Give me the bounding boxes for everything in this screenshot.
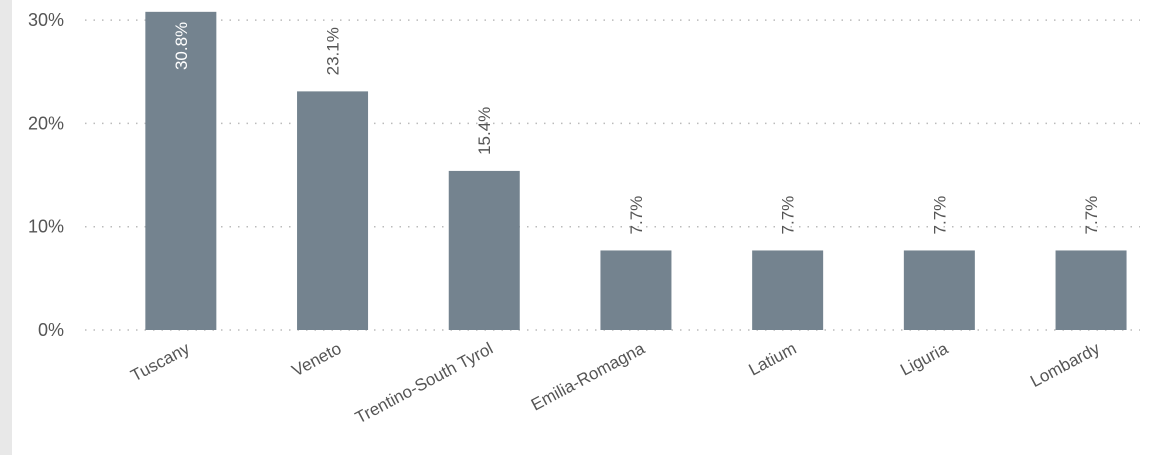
y-tick-label: 30% [28,10,64,30]
data-label: 23.1% [324,27,343,75]
bar-trentino-south-tyrol[interactable] [448,170,520,330]
data-label: 7.7% [779,196,798,235]
y-tick-label: 0% [38,320,64,340]
x-axis-category-labels: Tuscany Veneto Trentino-South Tyrol Emilia-… [128,339,1104,428]
y-tick-label: 10% [28,217,64,237]
data-label: 7.7% [1082,196,1101,235]
bar-lombardy[interactable] [1055,250,1127,330]
bar-latium[interactable] [752,250,824,330]
x-category-label: Veneto [289,339,345,381]
data-label: 30.8% [172,22,191,70]
bars-layer [145,11,1127,331]
bar-liguria[interactable] [903,250,975,330]
y-tick-label: 20% [28,113,64,133]
bar-tuscany[interactable] [145,11,217,331]
bar-emilia-romagna[interactable] [600,250,672,330]
x-category-label: Lombardy [1027,339,1103,392]
data-label: 7.7% [627,196,646,235]
x-category-label: Emilia-Romagna [528,339,648,415]
x-category-label: Latium [746,339,800,380]
left-panel-strip [0,0,12,455]
y-axis-tick-labels: 0% 10% 20% 30% [28,10,64,340]
data-labels-layer: 30.8% 23.1% 15.4% 7.7% 7.7% 7.7% 7.7% [172,22,1101,235]
data-label: 7.7% [930,196,949,235]
x-category-label: Trentino-South Tyrol [352,339,496,428]
bar-veneto[interactable] [297,91,369,330]
x-category-label: Liguria [897,339,951,380]
data-label: 15.4% [475,107,494,155]
x-category-label: Tuscany [128,339,194,386]
